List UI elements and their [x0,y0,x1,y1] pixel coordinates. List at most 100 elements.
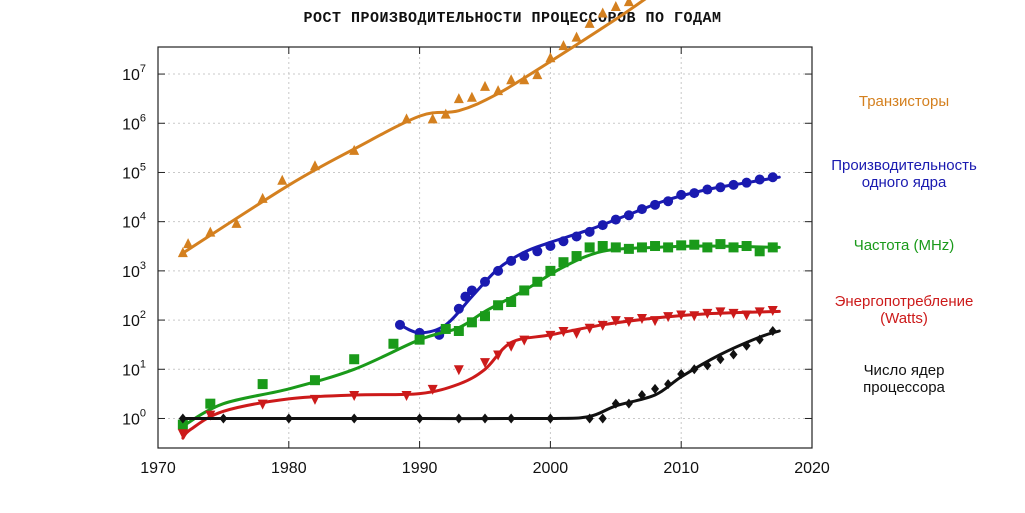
x-tick-label: 2010 [663,460,699,477]
series-2-point [388,338,399,349]
series-3-point [480,358,490,369]
series-2-point [493,300,504,311]
series-3-point [558,326,569,337]
series-0-point [309,160,320,171]
series-4-trend-line [181,329,781,421]
series-0-point [519,74,530,85]
series-1-point [584,226,595,237]
series-4-point [651,383,660,394]
series-2-point [519,285,530,296]
series-4-point [703,360,712,371]
y-tick-label: 103 [122,260,146,281]
legend-label: Число ядер [863,362,945,379]
series-4-point [716,354,725,365]
series-2-point [480,311,490,322]
series-0-point [177,247,188,258]
series-0-point [597,7,608,18]
series-4-point [768,325,777,336]
series-3-point [257,399,268,410]
series-3-point [689,311,700,322]
series-1-point [460,291,471,302]
series-1-point [597,220,608,231]
series-1-point [532,246,543,257]
series-4-point [415,413,424,424]
series-4-point [598,413,607,424]
series-0-point [623,0,634,7]
series-4-point [624,398,633,409]
x-tick-label: 1980 [271,460,307,477]
series-4-point [219,413,228,424]
series-0-point [532,69,543,80]
series-2-point [597,241,608,252]
series-2-point [610,242,621,253]
series-3-point [519,335,530,346]
series-4-point [454,413,463,424]
series-3-point [571,328,582,339]
y-tick-label: 106 [122,112,146,133]
series-2-point [754,246,765,257]
series-1-point [558,236,569,247]
plot-frame [157,46,813,449]
series-3-point [349,391,360,402]
series-0-point [480,80,490,91]
series-3-point [545,330,556,341]
legend-label: одного ядра [861,174,947,191]
series-2-point [309,375,320,386]
series-2-point [728,242,739,253]
y-tick-label: 102 [122,309,146,330]
series-3-point [177,429,188,440]
series-4-point [664,379,673,390]
series-3-point [754,307,765,318]
series-2-point [349,354,360,365]
series-3-point [767,306,778,317]
series-3-point [205,410,216,421]
series-3-point [506,341,517,352]
series-3-point [427,384,438,395]
series-4-point [350,413,359,424]
series-3-point [702,308,713,319]
y-tick-label: 101 [122,358,146,379]
legend-label: Транзисторы [858,93,950,110]
x-tick-label: 1990 [402,460,438,477]
series-4-point [507,413,516,424]
series-1-point [650,199,661,210]
series-1-point [394,319,405,330]
series-1-point [715,182,726,193]
series-4-point [585,413,594,424]
series-0-point [610,1,621,12]
series-3-point [715,307,726,318]
series-4-point [611,398,620,409]
series-0-point [205,226,216,237]
series-4-point [481,413,489,424]
series-2-point [767,242,778,253]
series-2-point [545,265,556,276]
series-2-point [257,379,268,390]
series-2-point [741,241,752,252]
legend-entry: Число ядер процессора [814,362,994,396]
series-0-point [506,74,517,85]
series-0-point [427,113,438,124]
series-1-point [728,179,739,190]
series-2-point [689,239,700,250]
legend-label: процессора [863,379,945,396]
series-3-point [663,312,674,323]
series-3-point [610,316,621,327]
series-2-point [532,276,543,287]
series-1-point [702,184,713,195]
legend-label: (Watts) [880,310,928,327]
series-2-point [414,334,425,345]
series-2-point [453,325,464,336]
series-3-point [309,394,320,405]
series-0-point [571,31,582,42]
series-2-point [702,242,713,253]
y-tick-label: 100 [122,407,146,428]
series-4-point [546,413,555,424]
series-1-point [741,177,752,188]
series-0-point [545,52,556,63]
series-0-point [277,174,288,185]
series-1-point [545,241,556,252]
series-3-point [453,365,464,376]
y-tick-label: 104 [122,211,146,232]
series-4-point [284,413,293,424]
